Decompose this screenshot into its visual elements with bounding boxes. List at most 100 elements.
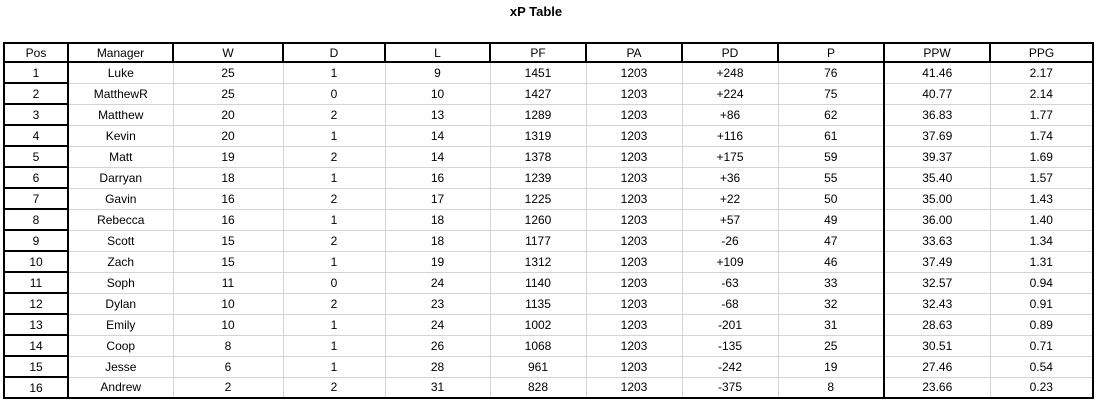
cell-d: 2	[282, 376, 386, 399]
cell-p: 32	[777, 292, 885, 315]
cell-pd: +224	[681, 82, 779, 105]
cell-ppw: 33.63	[883, 229, 991, 252]
cell-pos: 10	[3, 250, 69, 273]
cell-pd: +57	[681, 208, 779, 231]
cell-pd: -63	[681, 271, 779, 294]
table-row: 2 MatthewR 25 0 10 1427 1203 +224 75 40.77 2.14	[3, 82, 1094, 105]
cell-l: 24	[384, 313, 491, 336]
cell-d: 0	[282, 271, 386, 294]
cell-pf: 1068	[489, 334, 587, 357]
cell-pa: 1203	[585, 103, 683, 126]
table-body: 1 Luke 25 1 9 1451 1203 +248 76 41.46 2.17 2 Matthew…	[3, 61, 1094, 399]
cell-w: 6	[172, 355, 284, 378]
cell-w: 10	[172, 313, 284, 336]
cell-pf: 1239	[489, 166, 587, 189]
cell-pd: -26	[681, 229, 779, 252]
cell-pos: 11	[3, 271, 69, 294]
column-header-ppg: PPG	[989, 42, 1094, 63]
cell-l: 23	[384, 292, 491, 315]
cell-pf: 1225	[489, 187, 587, 210]
header-row: Pos Manager W D L PF PA PD P PPW PPG	[3, 42, 1094, 63]
cell-d: 0	[282, 82, 386, 105]
cell-ppw: 32.57	[883, 271, 991, 294]
cell-pd: -375	[681, 376, 779, 399]
cell-l: 14	[384, 145, 491, 168]
cell-p: 59	[777, 145, 885, 168]
cell-w: 20	[172, 103, 284, 126]
cell-l: 18	[384, 229, 491, 252]
cell-ppg: 0.23	[989, 376, 1094, 399]
cell-pa: 1203	[585, 313, 683, 336]
cell-pos: 12	[3, 292, 69, 315]
cell-l: 26	[384, 334, 491, 357]
cell-manager: Luke	[67, 61, 174, 84]
cell-pos: 13	[3, 313, 69, 336]
column-header-ppw: PPW	[883, 42, 991, 63]
column-header-manager: Manager	[67, 42, 174, 63]
table-row: 6 Darryan 18 1 16 1239 1203 +36 55 35.40 1.57	[3, 166, 1094, 189]
cell-p: 62	[777, 103, 885, 126]
cell-d: 1	[282, 124, 386, 147]
cell-manager: Rebecca	[67, 208, 174, 231]
cell-pd: +86	[681, 103, 779, 126]
cell-pd: +248	[681, 61, 779, 84]
cell-manager: Dylan	[67, 292, 174, 315]
table-row: 5 Matt 19 2 14 1378 1203 +175 59 39.37 1.69	[3, 145, 1094, 168]
cell-pos: 15	[3, 355, 69, 378]
cell-pa: 1203	[585, 61, 683, 84]
column-header-pd: PD	[681, 42, 779, 63]
cell-manager: Darryan	[67, 166, 174, 189]
cell-ppw: 35.00	[883, 187, 991, 210]
cell-ppw: 30.51	[883, 334, 991, 357]
cell-pa: 1203	[585, 166, 683, 189]
cell-l: 31	[384, 376, 491, 399]
cell-w: 20	[172, 124, 284, 147]
cell-pd: +36	[681, 166, 779, 189]
cell-l: 9	[384, 61, 491, 84]
cell-ppg: 1.74	[989, 124, 1094, 147]
cell-ppw: 28.63	[883, 313, 991, 336]
cell-manager: MatthewR	[67, 82, 174, 105]
cell-w: 16	[172, 187, 284, 210]
cell-pf: 1002	[489, 313, 587, 336]
cell-pd: +116	[681, 124, 779, 147]
cell-w: 2	[172, 376, 284, 399]
cell-manager: Emily	[67, 313, 174, 336]
xp-table: Pos Manager W D L PF PA PD P PPW PPG 1 Luke 25 1 9 1451…	[3, 42, 1094, 399]
cell-ppw: 27.46	[883, 355, 991, 378]
column-header-p: P	[777, 42, 885, 63]
cell-ppg: 1.77	[989, 103, 1094, 126]
cell-ppw: 36.83	[883, 103, 991, 126]
cell-pos: 3	[3, 103, 69, 126]
cell-pd: +109	[681, 250, 779, 273]
cell-pd: +22	[681, 187, 779, 210]
cell-p: 76	[777, 61, 885, 84]
table-row: 16 Andrew 2 2 31 828 1203 -375 8 23.66 0.23	[3, 376, 1094, 399]
cell-ppw: 35.40	[883, 166, 991, 189]
cell-ppw: 36.00	[883, 208, 991, 231]
cell-ppw: 39.37	[883, 145, 991, 168]
cell-pos: 9	[3, 229, 69, 252]
cell-pf: 1135	[489, 292, 587, 315]
cell-d: 1	[282, 355, 386, 378]
cell-l: 19	[384, 250, 491, 273]
cell-d: 2	[282, 145, 386, 168]
cell-l: 13	[384, 103, 491, 126]
cell-ppg: 2.14	[989, 82, 1094, 105]
cell-ppg: 0.94	[989, 271, 1094, 294]
cell-p: 55	[777, 166, 885, 189]
cell-d: 2	[282, 103, 386, 126]
cell-p: 75	[777, 82, 885, 105]
cell-ppw: 41.46	[883, 61, 991, 84]
column-header-l: L	[384, 42, 491, 63]
cell-p: 33	[777, 271, 885, 294]
cell-manager: Andrew	[67, 376, 174, 399]
table-row: 7 Gavin 16 2 17 1225 1203 +22 50 35.00 1.43	[3, 187, 1094, 210]
table-row: 1 Luke 25 1 9 1451 1203 +248 76 41.46 2.17	[3, 61, 1094, 84]
cell-l: 16	[384, 166, 491, 189]
cell-p: 49	[777, 208, 885, 231]
cell-pa: 1203	[585, 292, 683, 315]
cell-pos: 1	[3, 61, 69, 84]
column-header-pf: PF	[489, 42, 587, 63]
cell-pf: 1260	[489, 208, 587, 231]
